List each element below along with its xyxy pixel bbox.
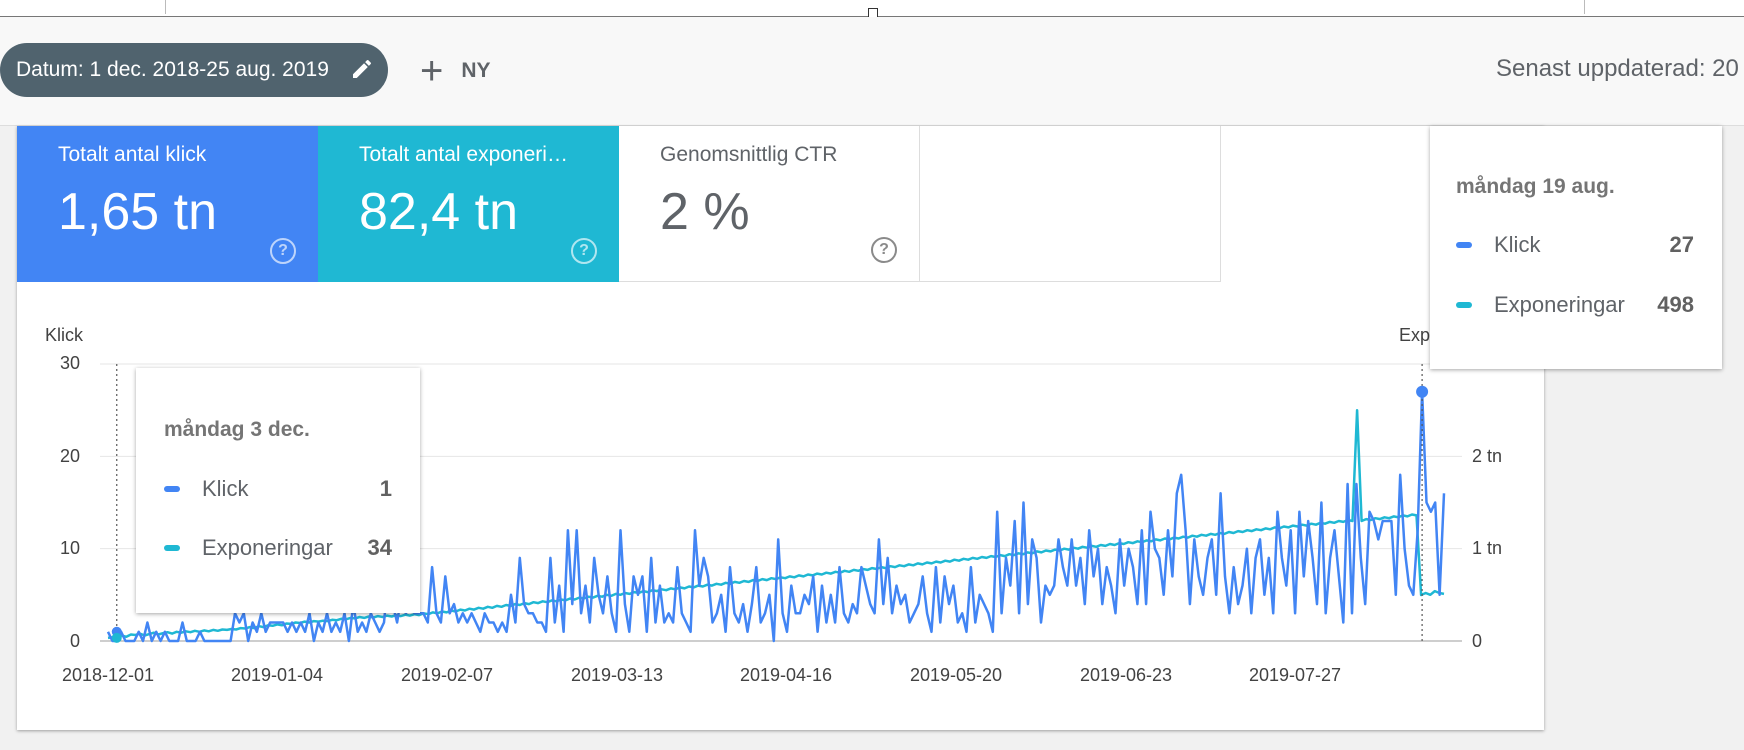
- legend-swatch: [1456, 242, 1472, 248]
- metric-tile-impressions[interactable]: Totalt antal exponeri… 82,4 tn ?: [318, 126, 619, 282]
- tooltip-series-value: 498: [1657, 292, 1694, 317]
- tooltip-row-klick: Klick 1: [164, 474, 392, 504]
- metric-value: 1,65 tn: [58, 183, 218, 241]
- metric-label: Totalt antal klick: [58, 143, 207, 166]
- divider: [165, 0, 166, 14]
- new-filter-button[interactable]: + NY: [420, 51, 491, 91]
- metric-tile-empty[interactable]: [920, 126, 1221, 282]
- x-tick: 2019-05-20: [909, 665, 1003, 685]
- filter-bar: Datum: 1 dec. 2018-25 aug. 2019 + NY Sen…: [0, 17, 1744, 126]
- x-tick: 2019-01-04: [230, 665, 324, 685]
- hover-point-exponeringar: [111, 632, 122, 643]
- metric-value: 2 %: [660, 183, 750, 241]
- y-tick: 10: [59, 538, 80, 558]
- metric-tile-ctr[interactable]: Genomsnittlig CTR 2 % ?: [619, 126, 920, 282]
- y-tick: 20: [59, 446, 80, 466]
- metric-label: Totalt antal exponeri…: [359, 143, 568, 166]
- right-axis-title: Exp: [1399, 325, 1431, 345]
- tooltip-row-exponeringar: Exponeringar 34: [164, 533, 392, 563]
- hover-point-klick: [1416, 385, 1429, 398]
- x-tick: 2019-04-16: [739, 665, 833, 685]
- y-tick: 30: [59, 353, 80, 373]
- divider: [1584, 0, 1585, 14]
- metric-value: 82,4 tn: [359, 183, 519, 241]
- x-tick: 2018-12-01: [61, 665, 155, 685]
- x-tick: 2019-03-13: [570, 665, 664, 685]
- tooltip-right: måndag 19 aug. Klick 27 Exponeringar 498: [1430, 126, 1722, 369]
- plus-icon: +: [420, 49, 444, 93]
- tooltip-date: måndag 19 aug.: [1456, 175, 1615, 198]
- date-filter-chip[interactable]: Datum: 1 dec. 2018-25 aug. 2019: [0, 43, 388, 97]
- tooltip-series-name: Klick: [1494, 232, 1541, 257]
- last-updated-text: Senast uppdaterad: 20: [1496, 55, 1739, 82]
- y-tick: 0: [69, 631, 80, 651]
- y2-tick: 0: [1472, 631, 1483, 651]
- help-icon[interactable]: ?: [571, 238, 597, 264]
- edit-pencil-icon[interactable]: [350, 57, 374, 81]
- x-tick: 2019-02-07: [400, 665, 494, 685]
- y2-tick: 2 tn: [1472, 446, 1503, 466]
- tooltip-series-name: Exponeringar: [1494, 292, 1625, 317]
- new-filter-label: NY: [461, 59, 491, 82]
- tooltip-series-name: Klick: [202, 476, 249, 501]
- tooltip-left: måndag 3 dec. Klick 1 Exponeringar 34: [136, 368, 420, 613]
- y2-tick: 1 tn: [1472, 538, 1503, 558]
- metric-label: Genomsnittlig CTR: [660, 143, 838, 166]
- date-filter-label: Datum: 1 dec. 2018-25 aug. 2019: [16, 58, 329, 81]
- help-icon[interactable]: ?: [270, 238, 296, 264]
- legend-swatch: [164, 486, 180, 492]
- series-line-klick: [106, 390, 1446, 643]
- legend-swatch: [1456, 302, 1472, 308]
- tooltip-row-klick: Klick 27: [1456, 230, 1694, 260]
- x-tick: 2019-06-23: [1079, 665, 1173, 685]
- left-axis-title: Klick: [45, 325, 84, 345]
- tooltip-series-value: 34: [367, 535, 392, 560]
- metric-tile-clicks[interactable]: Totalt antal klick 1,65 tn ?: [17, 126, 318, 282]
- tooltip-date: måndag 3 dec.: [164, 418, 310, 441]
- x-tick: 2019-07-27: [1248, 665, 1342, 685]
- legend-swatch: [164, 545, 180, 551]
- help-icon[interactable]: ?: [871, 237, 897, 263]
- tooltip-series-value: 1: [379, 476, 392, 501]
- tooltip-row-exponeringar: Exponeringar 498: [1456, 290, 1694, 320]
- tooltip-series-name: Exponeringar: [202, 535, 333, 560]
- tooltip-series-value: 27: [1669, 232, 1694, 257]
